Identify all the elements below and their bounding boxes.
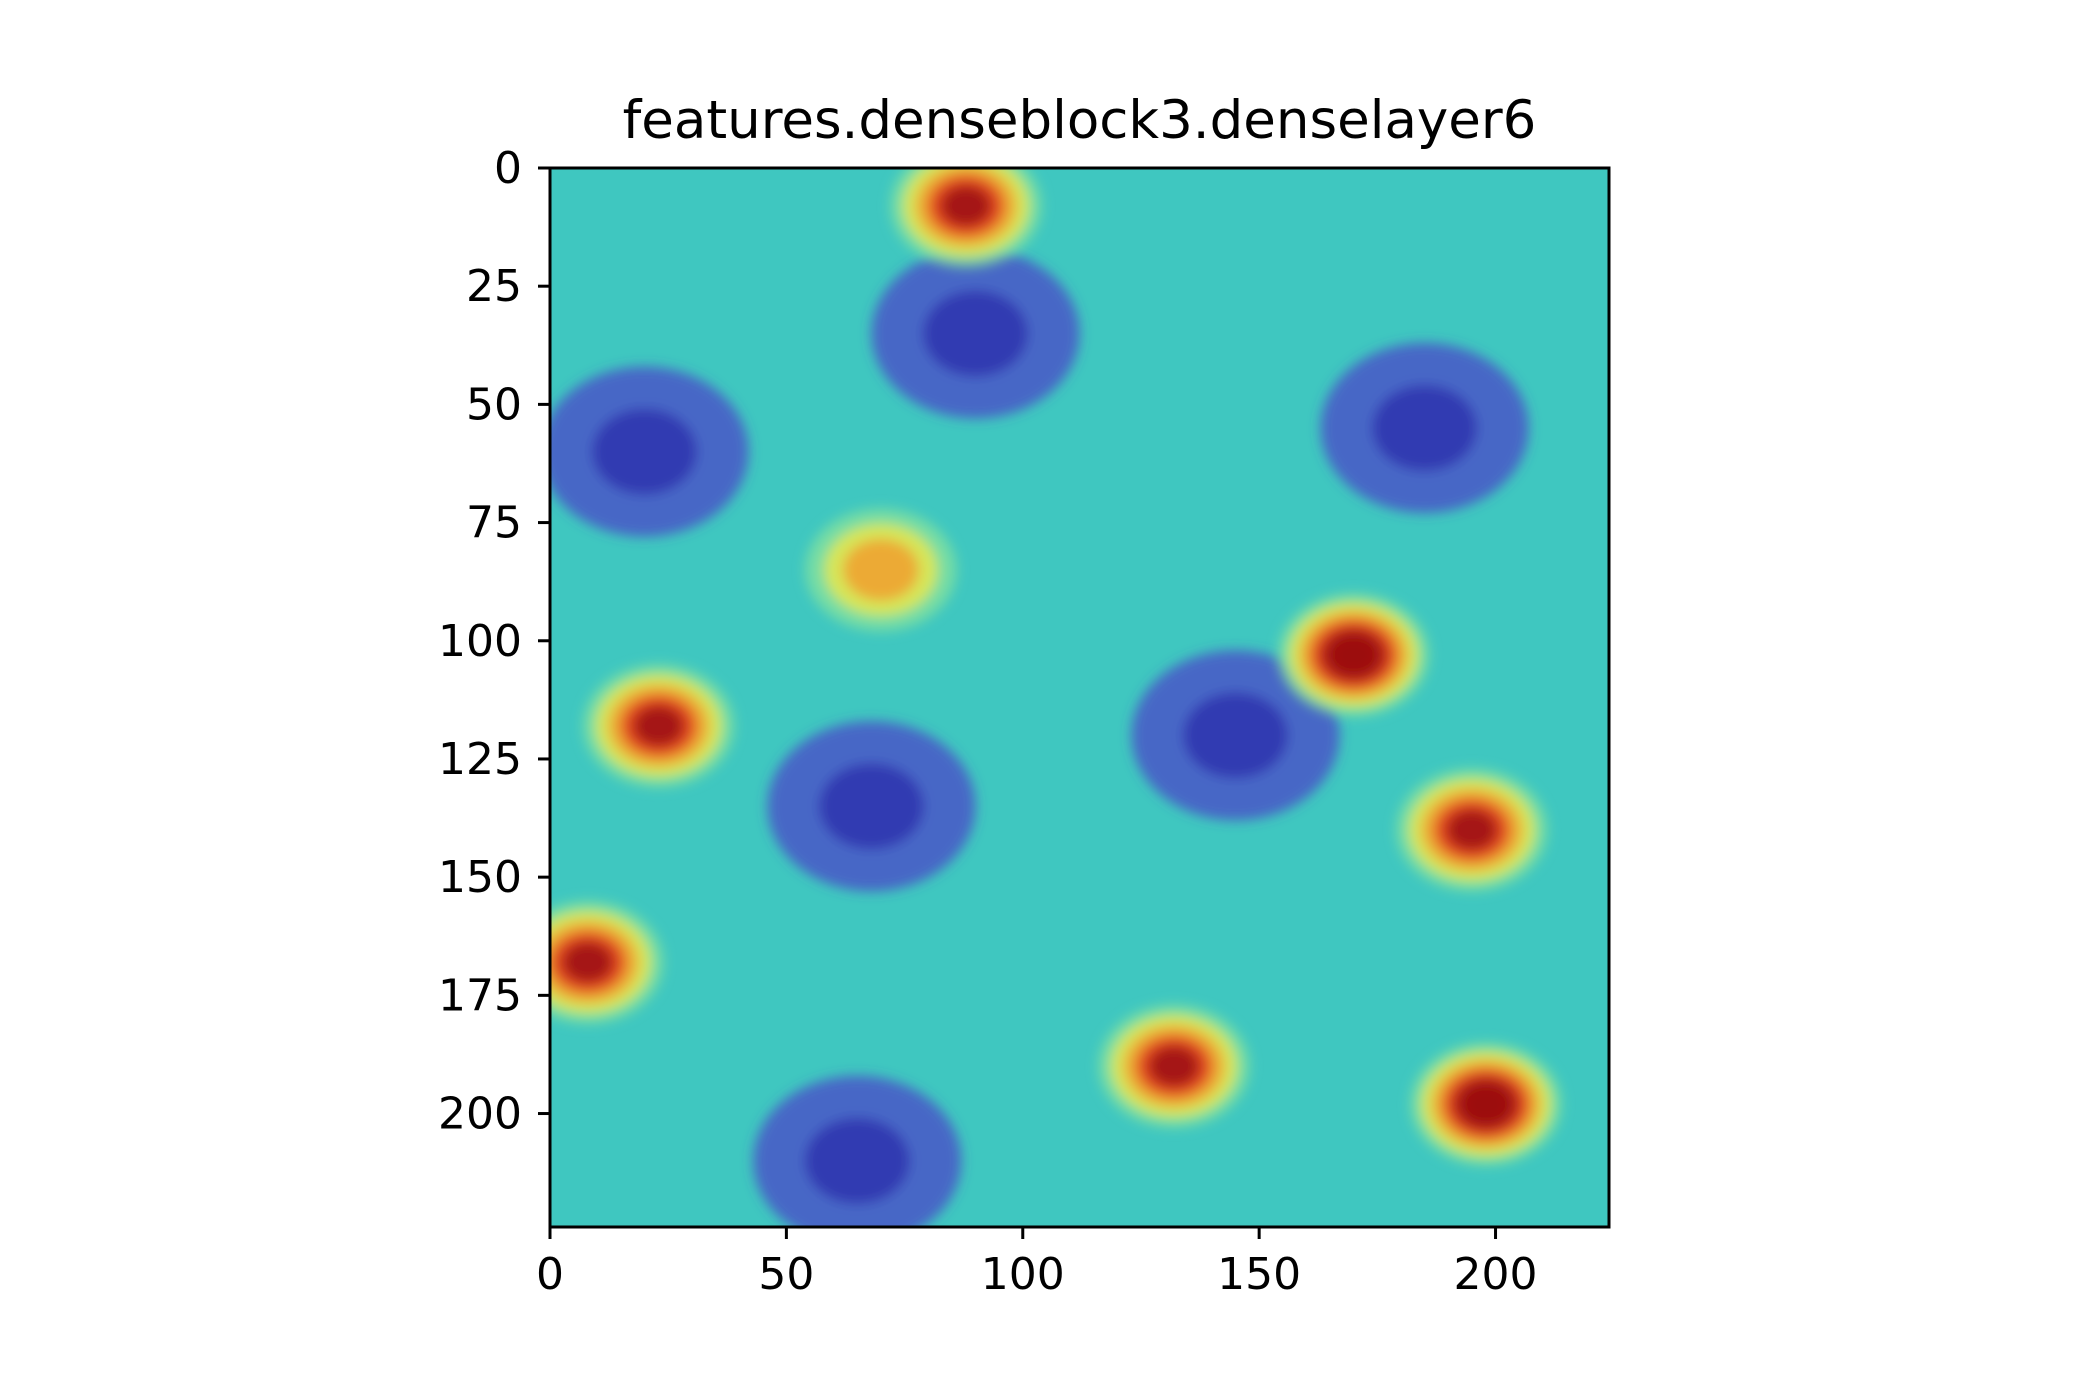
heatmap-hot-region: [562, 941, 614, 983]
heatmap-cold-core: [923, 290, 1028, 377]
heatmap-hot-regions: [550, 168, 1562, 1166]
heatmap-cold-regions: [550, 248, 1529, 1227]
y-tick-label: 175: [438, 970, 522, 1021]
x-tick-label: 0: [536, 1249, 564, 1300]
heatmap-hot-region: [940, 185, 992, 227]
heatmap-cold-core: [1372, 385, 1477, 471]
heatmap-cold-core: [1183, 692, 1288, 778]
y-tick-label: 100: [438, 616, 522, 667]
x-tick-label: 200: [1454, 1249, 1538, 1300]
heatmap-image: [550, 168, 1609, 1227]
heatmap-hot-region: [633, 705, 684, 747]
plot-frame: [548, 166, 1611, 1229]
heatmap-hot-region: [1464, 1086, 1508, 1122]
y-tick-label: 150: [438, 852, 522, 903]
y-tick-label: 50: [466, 379, 522, 430]
y-tick-label: 200: [438, 1089, 522, 1140]
heatmap-cold-core: [805, 1118, 910, 1204]
x-axis: 0 50 100 150 200: [536, 1227, 1538, 1300]
y-tick-label: 25: [466, 261, 522, 312]
heatmap-cold-core: [592, 409, 697, 495]
x-tick-label: 100: [981, 1249, 1065, 1300]
heatmap-hot-region: [843, 539, 919, 601]
heatmap-hot-region: [1446, 809, 1498, 851]
y-tick-label: 125: [438, 734, 522, 785]
x-tick-label: 150: [1217, 1249, 1301, 1300]
heatmap-cold-core: [819, 763, 924, 849]
y-tick-label: 0: [494, 143, 522, 194]
chart-title: features.denseblock3.denselayer6: [623, 90, 1537, 151]
x-tick-label: 50: [758, 1249, 814, 1300]
y-tick-label: 75: [466, 498, 522, 549]
y-axis: 0 25 50 75 100 125 150 175 200: [438, 143, 550, 1140]
heatmap-hot-region: [1332, 637, 1376, 673]
heatmap-hot-region: [1148, 1045, 1200, 1087]
